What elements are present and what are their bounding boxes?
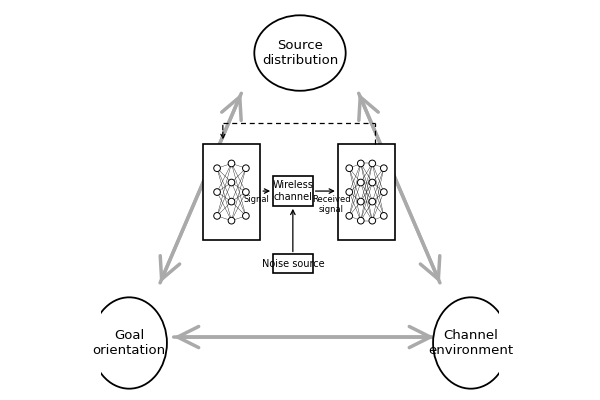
Circle shape: [242, 212, 249, 219]
Circle shape: [214, 165, 220, 172]
Circle shape: [380, 212, 387, 219]
Circle shape: [369, 198, 376, 205]
Text: Channel
environment: Channel environment: [428, 329, 514, 357]
Circle shape: [346, 212, 353, 219]
Circle shape: [358, 198, 364, 205]
Circle shape: [369, 179, 376, 186]
FancyBboxPatch shape: [338, 144, 395, 240]
Circle shape: [358, 179, 364, 186]
Text: Goal
orientation: Goal orientation: [92, 329, 166, 357]
Circle shape: [214, 189, 220, 195]
Ellipse shape: [433, 297, 509, 389]
Circle shape: [358, 217, 364, 224]
FancyBboxPatch shape: [203, 144, 260, 240]
Circle shape: [242, 189, 249, 195]
Circle shape: [228, 198, 235, 205]
FancyBboxPatch shape: [273, 254, 313, 274]
Text: Source
distribution: Source distribution: [262, 39, 338, 67]
Circle shape: [346, 189, 353, 195]
Circle shape: [369, 160, 376, 167]
Circle shape: [228, 217, 235, 224]
Circle shape: [242, 165, 249, 172]
Text: Noise source: Noise source: [262, 259, 324, 269]
Circle shape: [346, 165, 353, 172]
Ellipse shape: [254, 15, 346, 91]
FancyBboxPatch shape: [273, 176, 313, 206]
Circle shape: [358, 160, 364, 167]
Circle shape: [369, 217, 376, 224]
Text: Wireless
channel: Wireless channel: [272, 180, 313, 202]
Circle shape: [214, 212, 220, 219]
Circle shape: [380, 189, 387, 195]
Circle shape: [228, 160, 235, 167]
Ellipse shape: [91, 297, 167, 389]
Circle shape: [380, 165, 387, 172]
Circle shape: [228, 179, 235, 186]
Text: Signal: Signal: [244, 195, 269, 204]
Text: Received
signal: Received signal: [312, 195, 350, 214]
